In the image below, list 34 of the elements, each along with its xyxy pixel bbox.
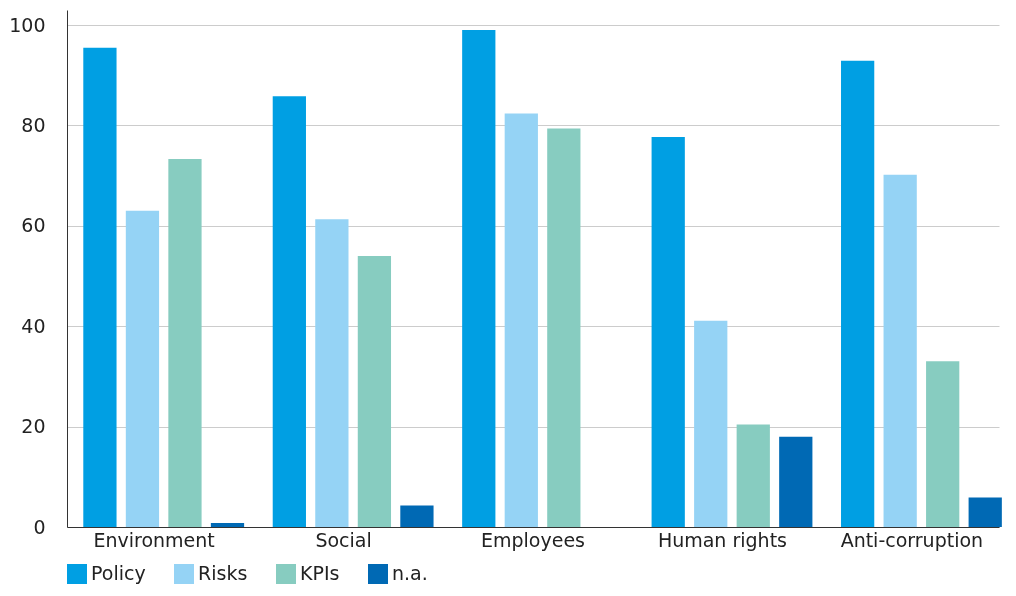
- bar: [547, 128, 581, 527]
- x-tick-label: Social: [315, 528, 372, 551]
- legend-label: Risks: [198, 562, 248, 584]
- bar: [968, 497, 1002, 527]
- bar: [504, 113, 538, 527]
- y-tick-label: 20: [21, 415, 46, 438]
- y-tick-label: 0: [33, 515, 46, 538]
- bar: [272, 96, 306, 527]
- y-tick-label: 40: [21, 314, 46, 337]
- legend-label: Policy: [91, 562, 146, 584]
- bar: [357, 255, 392, 527]
- x-tick-label: Environment: [93, 528, 215, 551]
- legend-label: n.a.: [392, 562, 428, 584]
- x-tick-label: Human rights: [657, 528, 787, 551]
- bar: [83, 47, 117, 527]
- bar: [168, 159, 202, 527]
- bar: [926, 361, 960, 527]
- bar: [841, 60, 875, 527]
- y-tick-label: 60: [21, 214, 46, 237]
- bar: [315, 219, 349, 527]
- x-tick-label: Employees: [481, 528, 585, 551]
- legend-label: KPIs: [300, 562, 340, 584]
- bar: [400, 505, 434, 527]
- bar: [462, 30, 496, 527]
- y-tick-label: 80: [21, 113, 46, 136]
- bar: [736, 424, 770, 527]
- bar: [125, 210, 160, 527]
- x-tick-label: Anti-corruption: [840, 528, 984, 551]
- bar: [883, 174, 917, 527]
- bar: [779, 436, 813, 527]
- bar: [651, 136, 685, 527]
- bar: [694, 320, 728, 527]
- bar: [210, 522, 245, 527]
- y-tick-label: 100: [9, 13, 46, 36]
